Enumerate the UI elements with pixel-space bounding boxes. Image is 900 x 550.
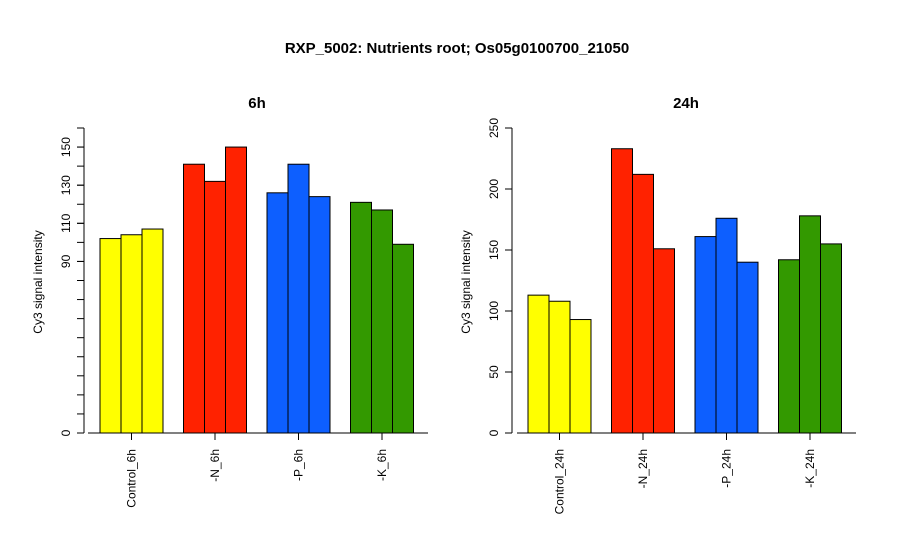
y-tick-label-24h: 50 bbox=[487, 365, 501, 379]
x-tick-label--P_24h: -P_24h bbox=[720, 449, 734, 488]
bar--N_6h-rep3 bbox=[225, 146, 247, 434]
y-tick-label-24h: 100 bbox=[487, 301, 501, 321]
x-tick-label-Control_24h: Control_24h bbox=[553, 449, 567, 514]
bar--N_6h-rep2 bbox=[204, 180, 226, 434]
bar-Control_24h-rep2 bbox=[548, 300, 571, 434]
bar-Control_6h-rep1 bbox=[99, 238, 122, 434]
y-tick-label-6h: 150 bbox=[59, 137, 73, 157]
y-axis-label-24h: Cy3 signal intensity bbox=[459, 230, 473, 333]
bar-Control_24h-rep1 bbox=[527, 294, 550, 434]
bar--K_6h-rep1 bbox=[350, 201, 372, 434]
x-tick-label--K_24h: -K_24h bbox=[803, 449, 817, 488]
bar--K_24h-rep1 bbox=[778, 259, 800, 434]
y-tick-label-24h: 0 bbox=[487, 429, 501, 436]
chart-panel-24h: 24h Cy3 signal intensity Control_24h -N_2… bbox=[459, 95, 856, 514]
panel-title-6h: 6h bbox=[248, 95, 266, 112]
bar--P_24h-rep3 bbox=[736, 261, 759, 434]
y-tick-label-6h: 130 bbox=[59, 175, 73, 195]
chart-panel-6h: 6h Cy3 signal intensity Control_6h -N_6h -… bbox=[31, 95, 428, 508]
x-tick-label--P_6h: -P_6h bbox=[292, 449, 306, 481]
bar--K_6h-rep2 bbox=[371, 209, 393, 434]
bar--N_6h-rep1 bbox=[183, 163, 205, 434]
bar--K_24h-rep3 bbox=[820, 243, 842, 434]
y-tick-label-6h: 110 bbox=[59, 213, 73, 232]
y-tick-label-6h: 90 bbox=[59, 254, 73, 268]
x-tick-label--K_6h: -K_6h bbox=[375, 449, 389, 481]
bar--P_24h-rep2 bbox=[715, 217, 738, 434]
bar--N_24h-rep1 bbox=[611, 148, 633, 434]
bar-Control_24h-rep3 bbox=[569, 319, 592, 434]
y-tick-label-24h: 150 bbox=[487, 240, 501, 260]
bar--P_6h-rep2 bbox=[287, 163, 310, 434]
x-tick-label--N_6h: -N_6h bbox=[208, 449, 222, 482]
y-tick-label-6h: 0 bbox=[59, 429, 73, 436]
bar--N_24h-rep3 bbox=[653, 248, 675, 434]
bar--N_24h-rep2 bbox=[632, 173, 654, 434]
x-tick-label--N_24h: -N_24h bbox=[636, 449, 650, 488]
panel-title-24h: 24h bbox=[673, 95, 699, 112]
bar-Control_6h-rep3 bbox=[141, 228, 164, 434]
bar--K_6h-rep3 bbox=[392, 243, 414, 434]
x-tick-label-Control_6h: Control_6h bbox=[125, 449, 139, 508]
figure-title: RXP_5002: Nutrients root; Os05g0100700_2… bbox=[285, 40, 629, 57]
y-axis-label-6h: Cy3 signal intensity bbox=[31, 230, 45, 333]
y-tick-label-24h: 200 bbox=[487, 179, 501, 199]
bar--K_24h-rep2 bbox=[799, 215, 821, 434]
bar--P_24h-rep1 bbox=[694, 236, 717, 434]
bar-Control_6h-rep2 bbox=[120, 234, 143, 434]
bar--P_6h-rep1 bbox=[266, 192, 289, 434]
y-tick-label-24h: 250 bbox=[487, 118, 501, 138]
bar--P_6h-rep3 bbox=[308, 196, 331, 434]
